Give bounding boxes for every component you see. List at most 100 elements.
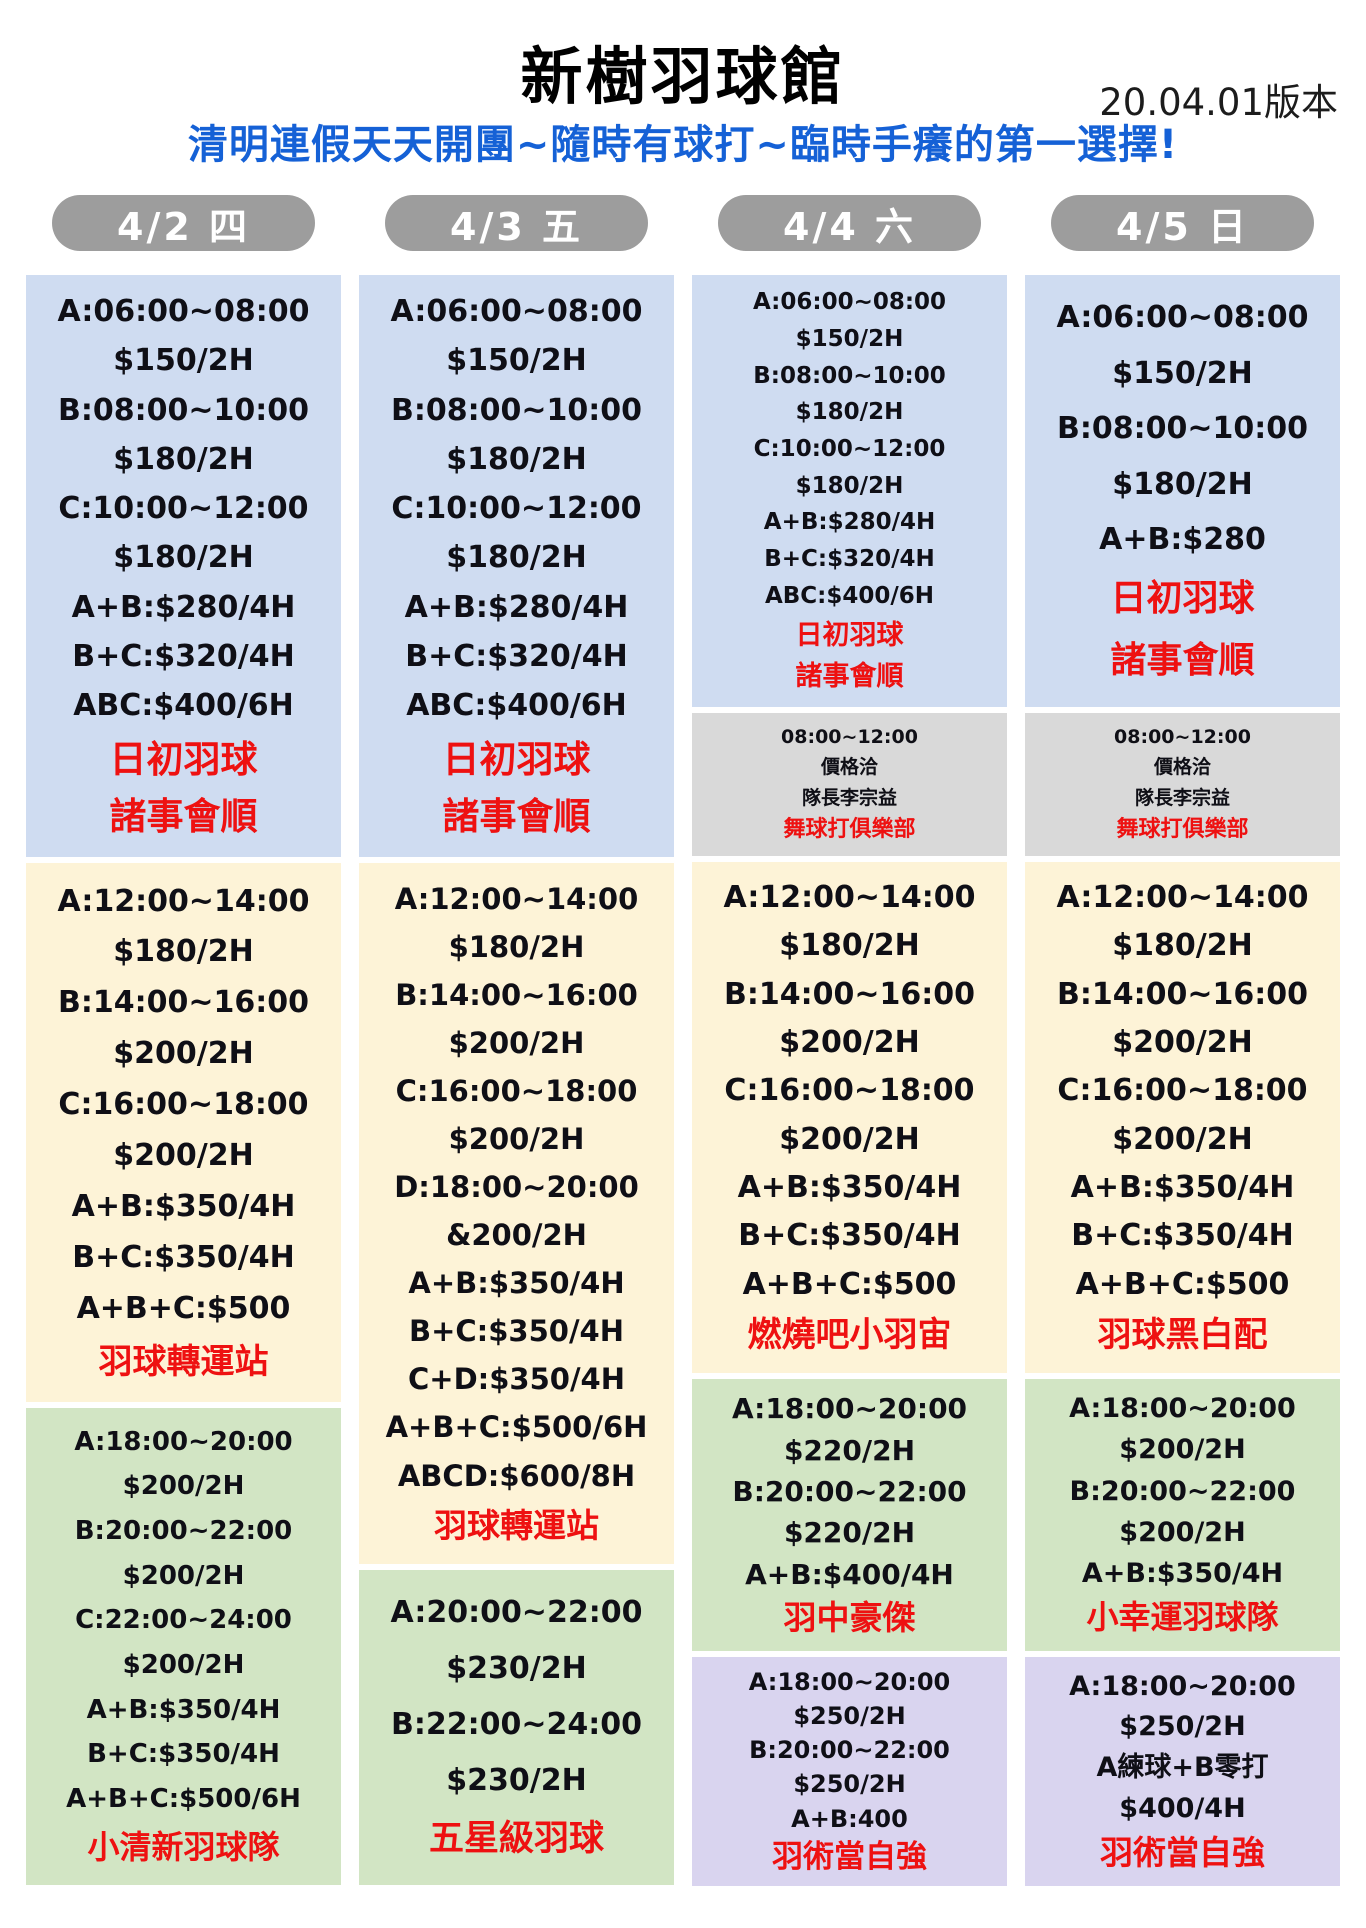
session-line: B:20:00~22:00 <box>732 1475 967 1508</box>
team-name: 羽術當自強 <box>772 1839 927 1875</box>
schedule-block-gray: 08:00~12:00 價格洽 隊長李宗益 舞球打俱樂部 <box>692 713 1007 857</box>
team-name: 羽球黑白配 <box>1097 1315 1268 1356</box>
session-line: $200/2H <box>448 1025 585 1060</box>
session-line: A+B:$350/4H <box>737 1170 962 1206</box>
date-pill: 4/4 六 <box>718 195 981 252</box>
session-line: A+B+C:$500/6H <box>66 1784 301 1815</box>
header: 新樹羽球館 20.04.01版本 清明連假天天開團~隨時有球打~臨時手癢的第一選… <box>0 0 1366 169</box>
session-line: A+B:$280/4H <box>71 589 296 625</box>
schedule-block-green: A:18:00~20:00 $220/2H B:20:00~22:00 $220/2H… <box>692 1379 1007 1652</box>
session-line: 隊長李宗益 <box>801 786 897 809</box>
session-line: A+B:$350/4H <box>408 1266 625 1301</box>
session-line: $180/2H <box>448 929 585 964</box>
session-line: C:16:00~18:00 <box>724 1073 975 1109</box>
session-line: A:18:00~20:00 <box>748 1667 951 1696</box>
schedule-grid: 4/2 四 A:06:00~08:00 $150/2H B:08:00~10:00 $1… <box>0 195 1366 1887</box>
session-line: 隊長李宗益 <box>1134 786 1230 809</box>
session-line: B+C:$320/4H <box>405 639 628 675</box>
team-name: 諸事會順 <box>109 794 258 838</box>
session-line: B+C:$350/4H <box>738 1218 961 1254</box>
session-line: A:18:00~20:00 <box>731 1392 968 1426</box>
schedule-block-purple: A:18:00~20:00 $250/2H B:20:00~22:00 $250/2H… <box>692 1657 1007 1887</box>
session-line: $150/2H <box>113 343 254 379</box>
session-line: A+B:$280 <box>1099 522 1266 558</box>
session-line: $200/2H <box>122 1650 245 1681</box>
date-pill: 4/2 四 <box>52 195 315 252</box>
session-line: $230/2H <box>446 1651 587 1687</box>
team-name: 小幸運羽球隊 <box>1086 1598 1279 1637</box>
session-line: C:16:00~18:00 <box>395 1074 638 1109</box>
session-line: A+B+C:$500 <box>76 1290 291 1326</box>
session-line: A:12:00~14:00 <box>1056 879 1309 915</box>
session-line: $180/2H <box>113 934 254 970</box>
session-line: $250/2H <box>1119 1711 1246 1743</box>
session-line: $150/2H <box>446 343 587 379</box>
session-line: $200/2H <box>122 1471 245 1502</box>
schedule-block-yellow: A:12:00~14:00 $180/2H B:14:00~16:00 $200/2H… <box>692 862 1007 1374</box>
session-line: C:10:00~12:00 <box>753 436 946 463</box>
session-line: A:06:00~08:00 <box>390 293 643 329</box>
team-name: 諸事會順 <box>795 660 904 692</box>
session-line: $200/2H <box>113 1036 254 1072</box>
session-line: A:12:00~14:00 <box>394 881 639 916</box>
team-name: 日初羽球 <box>795 619 904 651</box>
schedule-block-green: A:18:00~20:00 $200/2H B:20:00~22:00 $200/2H… <box>1025 1379 1340 1652</box>
schedule-block-blue: A:06:00~08:00 $150/2H B:08:00~10:00 $180/2H… <box>26 275 341 858</box>
schedule-block-yellow: A:12:00~14:00 $180/2H B:14:00~16:00 $200/2H… <box>359 863 674 1565</box>
session-line: A:20:00~22:00 <box>390 1595 643 1631</box>
date-pill: 4/5 日 <box>1051 195 1314 252</box>
session-line: A:12:00~14:00 <box>723 879 976 915</box>
session-line: $180/2H <box>113 540 254 576</box>
team-name: 舞球打俱樂部 <box>783 817 916 843</box>
session-line: $180/2H <box>779 928 920 964</box>
version-label: 20.04.01版本 <box>1099 81 1338 124</box>
session-line: $200/2H <box>1119 1434 1246 1466</box>
session-line: B+C:$350/4H <box>72 1239 295 1275</box>
schedule-block-yellow: A:12:00~14:00 $180/2H B:14:00~16:00 $200/2H… <box>26 863 341 1403</box>
session-line: $150/2H <box>1112 355 1253 391</box>
session-line: A+B+C:$500 <box>1075 1266 1290 1302</box>
day-column-1: 4/2 四 A:06:00~08:00 $150/2H B:08:00~10:00 $1… <box>26 195 341 1886</box>
session-line: A+B:$350/4H <box>71 1188 296 1224</box>
session-line: B:20:00~22:00 <box>74 1516 293 1547</box>
session-line: A+B:$280/4H <box>763 509 936 536</box>
session-line: $200/2H <box>1112 1025 1253 1061</box>
session-line: B:14:00~16:00 <box>724 976 975 1012</box>
session-line: C:16:00~18:00 <box>1057 1073 1308 1109</box>
team-name: 羽球轉運站 <box>98 1341 269 1382</box>
session-line: A:18:00~20:00 <box>1069 1393 1296 1425</box>
session-line: $200/2H <box>448 1122 585 1157</box>
team-name: 小清新羽球隊 <box>87 1827 280 1866</box>
session-line: C+D:$350/4H <box>407 1362 625 1397</box>
session-line: A+B:$350/4H <box>1070 1170 1295 1206</box>
session-line: A:18:00~20:00 <box>74 1426 293 1457</box>
session-line: B:14:00~16:00 <box>58 985 309 1021</box>
team-name: 舞球打俱樂部 <box>1116 817 1249 843</box>
team-name: 羽球轉運站 <box>434 1505 599 1545</box>
session-line: A+B+C:$500 <box>742 1266 957 1302</box>
session-line: A:06:00~08:00 <box>57 293 310 329</box>
day-column-2: 4/3 五 A:06:00~08:00 $150/2H B:08:00~10:00 $1… <box>359 195 674 1886</box>
session-line: 08:00~12:00 <box>781 725 918 748</box>
schedule-block-green: A:18:00~20:00 $200/2H B:20:00~22:00 $200/2H… <box>26 1408 341 1886</box>
session-line: D:18:00~20:00 <box>394 1170 639 1205</box>
session-line: $230/2H <box>446 1762 587 1798</box>
schedule-block-blue: A:06:00~08:00 $150/2H B:08:00~10:00 $180/2H… <box>1025 275 1340 708</box>
schedule-block-gray: 08:00~12:00 價格洽 隊長李宗益 舞球打俱樂部 <box>1025 713 1340 857</box>
date-pill: 4/3 五 <box>385 195 648 252</box>
session-line: $200/2H <box>122 1560 245 1591</box>
session-line: A+B:400 <box>791 1804 908 1833</box>
schedule-block-green: A:20:00~22:00 $230/2H B:22:00~24:00 $230/2H… <box>359 1570 674 1886</box>
session-line: B:22:00~24:00 <box>391 1707 642 1743</box>
session-line: B:14:00~16:00 <box>1057 976 1308 1012</box>
session-line: B:20:00~22:00 <box>749 1736 950 1765</box>
session-line: B:08:00~10:00 <box>58 392 309 428</box>
team-name: 羽術當自強 <box>1100 1832 1265 1872</box>
session-line: $200/2H <box>113 1138 254 1174</box>
session-line: A:12:00~14:00 <box>57 883 310 919</box>
session-line: $220/2H <box>783 1433 916 1467</box>
session-line: C:16:00~18:00 <box>58 1087 309 1123</box>
team-name: 諸事會順 <box>1110 639 1255 681</box>
team-name: 燃燒吧小羽宙 <box>747 1315 952 1356</box>
session-line: ABC:$400/6H <box>406 688 627 724</box>
